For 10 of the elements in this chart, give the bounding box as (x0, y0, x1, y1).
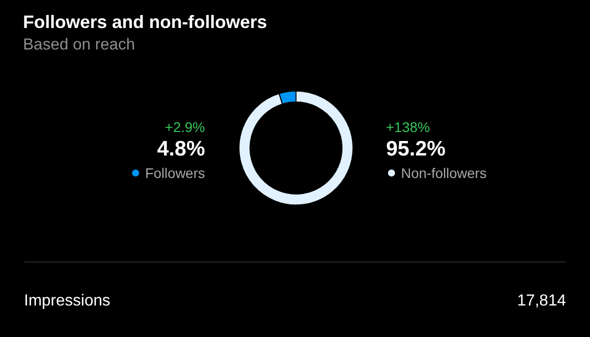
data-label: 4.8% (157, 138, 206, 160)
legend-label: Non-followers (401, 165, 487, 181)
text: +138% (386, 119, 430, 135)
text: 17,814 (517, 292, 566, 310)
text: Impressions (24, 292, 110, 310)
text: +2.9% (164, 119, 205, 135)
chart-subtitle: Based on reach (23, 36, 136, 54)
legend-label: Followers (145, 165, 206, 181)
chart-title: Followers and non-followers (23, 12, 268, 32)
data-label: 95.2% (386, 138, 446, 160)
